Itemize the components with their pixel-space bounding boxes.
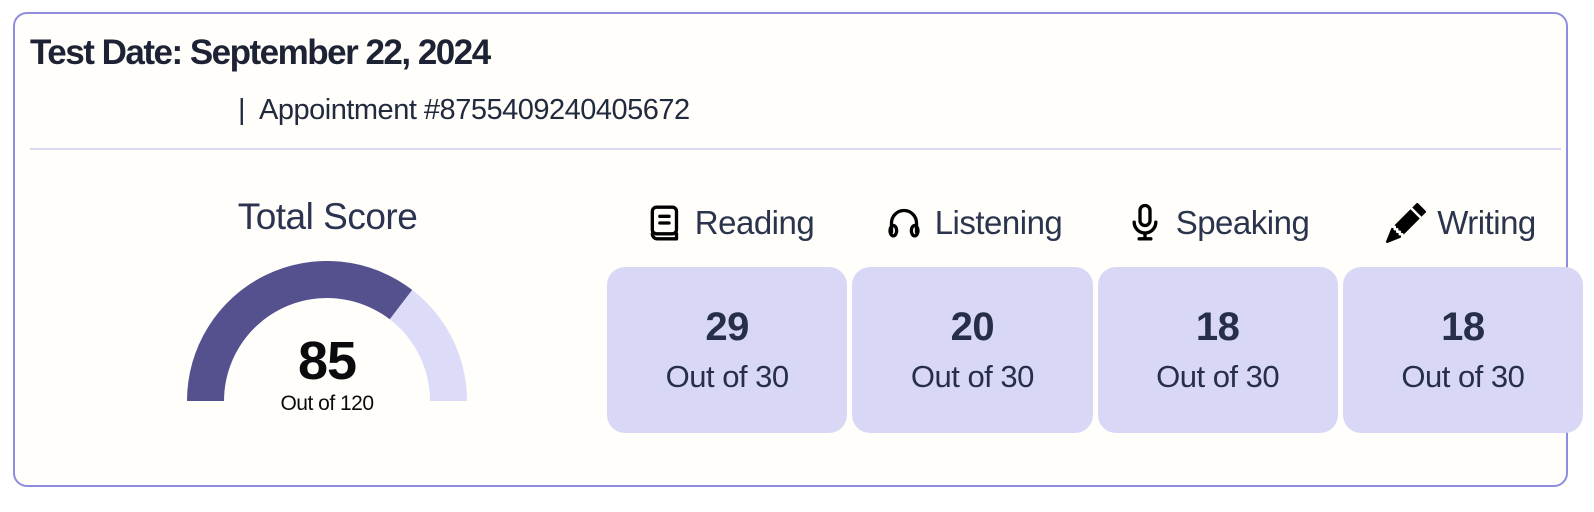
score-value: 18 [1441, 305, 1485, 349]
score-outof-label: Out of 30 [910, 359, 1035, 394]
gauge-fill-arc [187, 261, 413, 401]
score-value: 18 [1195, 305, 1240, 349]
total-score-value: 85 [297, 331, 357, 391]
book-icon [644, 201, 684, 245]
score-card-listening: 20 Out of 30 [852, 267, 1093, 433]
sections-header-row: Reading Listening Speaking [607, 192, 1583, 254]
total-score-max-label: Out of 120 [280, 392, 374, 415]
score-card-reading: 29 Out of 30 [607, 267, 848, 433]
section-header-reading: Reading [607, 192, 851, 254]
test-date-heading: Test Date: September 22, 2024 [30, 33, 491, 72]
section-label: Speaking [1175, 204, 1310, 241]
section-score-cards-row: 29 Out of 30 20 Out of 30 18 Out of 30 1… [607, 267, 1583, 433]
total-score-title: Total Score [237, 196, 418, 237]
appointment-row: | Appointment #8755409240405672 [238, 94, 690, 127]
section-header-writing: Writing [1339, 192, 1583, 254]
headphones-icon [884, 201, 924, 245]
score-outof-label: Out of 30 [665, 359, 790, 394]
total-score-gauge [187, 261, 467, 401]
appointment-number: Appointment #8755409240405672 [259, 94, 690, 126]
section-label: Reading [694, 204, 815, 241]
score-outof-label: Out of 30 [1401, 359, 1525, 394]
score-value: 29 [705, 305, 749, 349]
header-divider [30, 148, 1561, 150]
pipe-separator: | [238, 94, 246, 126]
microphone-icon [1125, 201, 1165, 245]
section-header-listening: Listening [851, 192, 1095, 254]
section-header-speaking: Speaking [1095, 192, 1339, 254]
score-outof-label: Out of 30 [1156, 359, 1280, 394]
score-card-writing: 18 Out of 30 [1342, 267, 1583, 433]
pencil-icon [1386, 201, 1427, 245]
score-value: 20 [950, 305, 995, 349]
section-label: Writing [1437, 204, 1536, 241]
score-card-speaking: 18 Out of 30 [1097, 267, 1338, 433]
section-label: Listening [934, 204, 1063, 241]
